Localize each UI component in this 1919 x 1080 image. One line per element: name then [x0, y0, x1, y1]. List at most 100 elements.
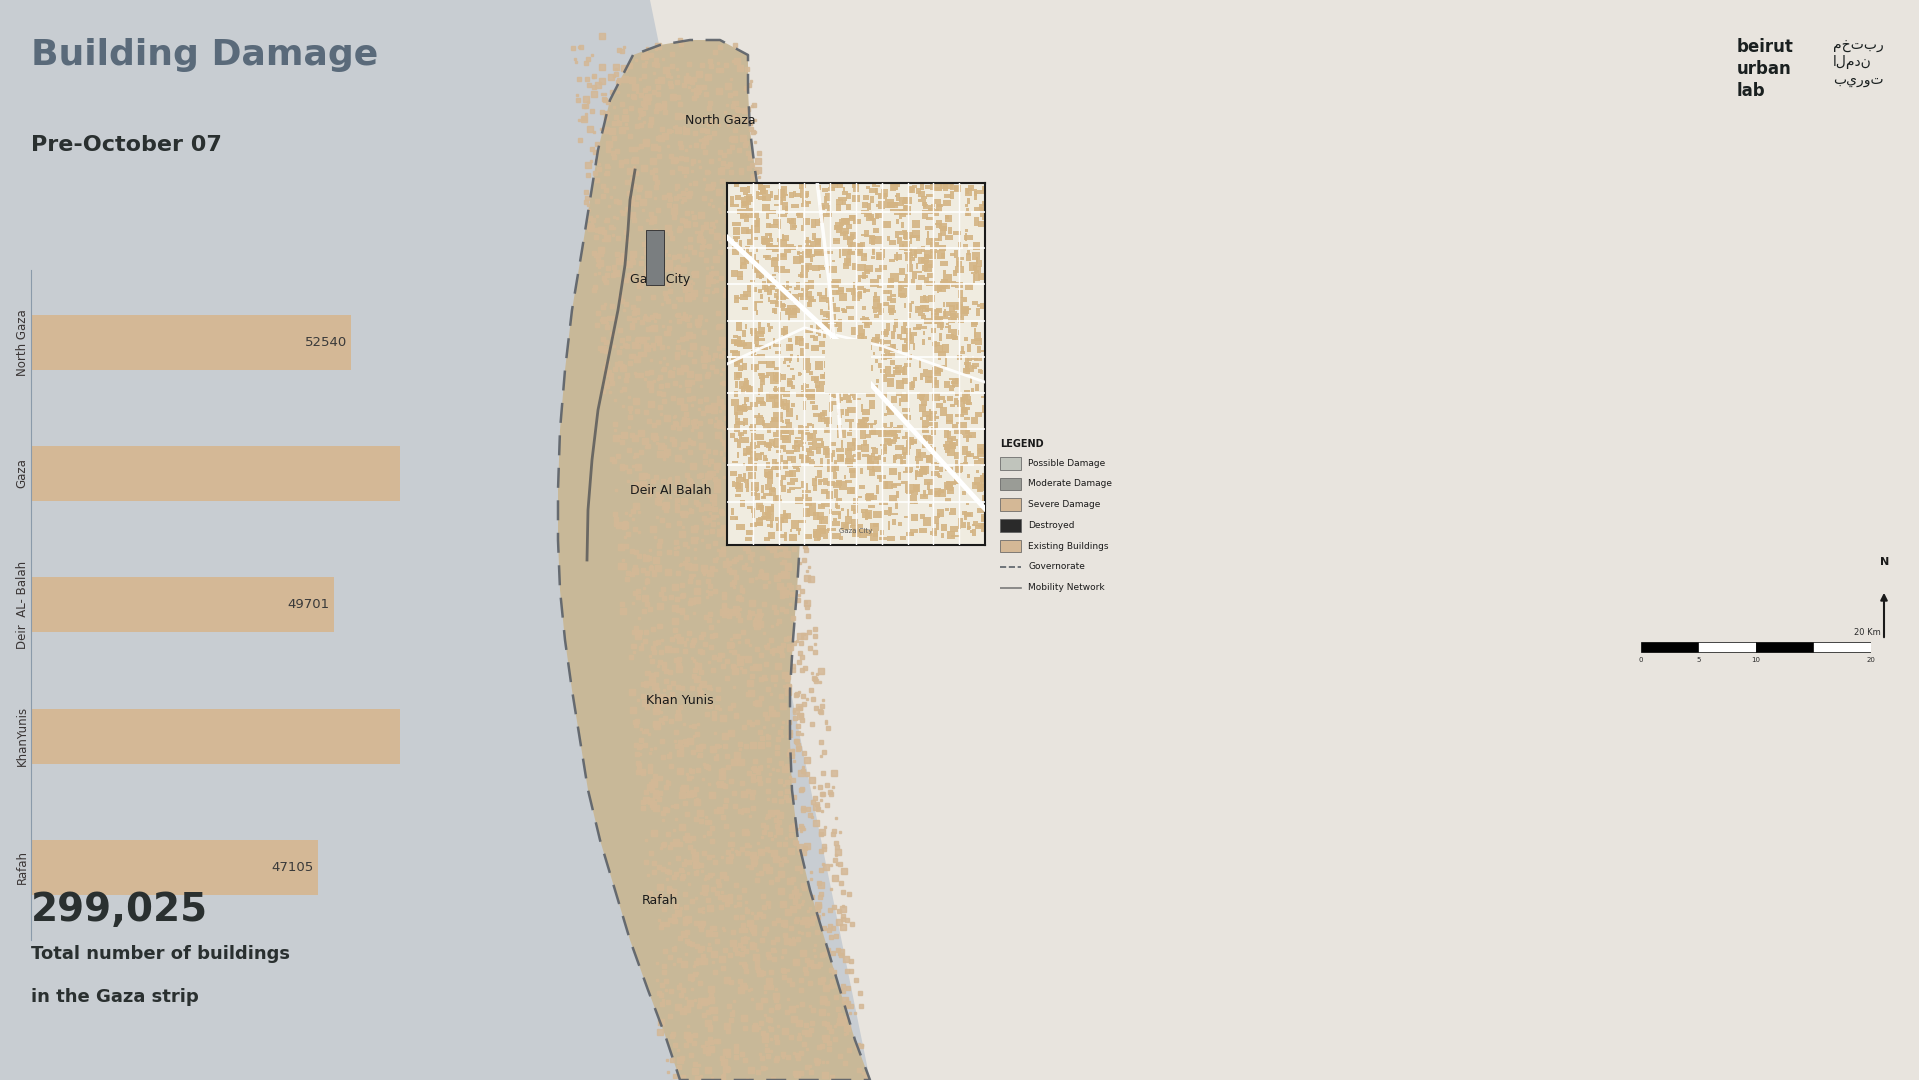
Bar [860, 430, 865, 438]
Bar [973, 366, 977, 369]
Bar [871, 339, 873, 345]
Bar [842, 201, 846, 204]
Bar [794, 497, 802, 504]
Bar [817, 470, 821, 477]
Bar [888, 353, 894, 359]
Bar [958, 302, 963, 309]
Bar [837, 372, 841, 375]
Bar [910, 496, 917, 504]
Bar [981, 473, 986, 480]
Bar [819, 215, 823, 219]
Bar [931, 239, 938, 242]
Bar [819, 459, 823, 468]
Bar [735, 413, 739, 420]
Bar [804, 240, 812, 243]
Bar [773, 219, 779, 225]
Bar [758, 322, 762, 328]
Bar [844, 458, 852, 461]
Bar [961, 409, 967, 415]
Bar [879, 303, 885, 306]
Bar [912, 531, 913, 536]
Bar [770, 289, 773, 293]
Bar [841, 522, 850, 530]
Bar [802, 251, 810, 255]
Bar [819, 528, 829, 534]
Bar [771, 459, 777, 467]
Bar [952, 381, 958, 384]
Bar [787, 313, 791, 321]
Bar [925, 262, 927, 270]
Bar [808, 443, 812, 445]
Bar [816, 447, 821, 454]
Bar [741, 262, 746, 266]
Bar [773, 345, 781, 347]
Bar [883, 340, 890, 345]
Bar [789, 192, 794, 199]
Bar [798, 293, 806, 297]
Bar [31, 446, 459, 501]
Bar [837, 409, 844, 415]
Bar [927, 255, 933, 258]
Bar [743, 201, 746, 206]
Bar [806, 393, 816, 400]
Bar [961, 446, 969, 455]
Bar [741, 343, 746, 347]
Bar [961, 491, 965, 495]
Bar [783, 391, 789, 397]
Bar [839, 513, 841, 518]
Bar [979, 447, 983, 454]
Bar [768, 323, 770, 326]
Bar [908, 381, 913, 391]
Bar [798, 252, 802, 254]
Bar [917, 246, 923, 254]
Bar [927, 217, 935, 220]
Bar [908, 187, 913, 191]
Bar [902, 408, 910, 411]
Bar [904, 414, 908, 419]
Bar [810, 335, 816, 338]
Bar [768, 243, 771, 249]
Bar [798, 444, 800, 448]
Text: Mobility Network: Mobility Network [1029, 583, 1105, 592]
Bar [737, 405, 743, 410]
Bar [729, 197, 735, 205]
Bar [969, 262, 977, 271]
Bar [768, 286, 771, 295]
Bar [750, 353, 754, 356]
Bar [910, 529, 917, 532]
Bar [948, 388, 954, 391]
Bar [956, 465, 963, 472]
Bar [973, 265, 977, 270]
Bar [879, 537, 883, 540]
Bar [750, 329, 758, 336]
Bar [812, 424, 814, 428]
Bar [766, 392, 770, 395]
Bar [825, 429, 827, 432]
Bar [885, 352, 892, 359]
Bar [800, 455, 808, 463]
Bar [745, 195, 752, 202]
Bar [785, 356, 793, 361]
Bar [879, 339, 885, 348]
Bar [946, 482, 954, 485]
Bar [798, 372, 802, 377]
Bar [888, 495, 898, 502]
Text: beirut
urban
lab: beirut urban lab [1737, 38, 1794, 100]
Bar [929, 422, 935, 426]
Bar [764, 375, 770, 378]
Bar [965, 357, 969, 362]
Bar [954, 186, 960, 191]
Bar [963, 362, 971, 365]
Bar [975, 217, 979, 226]
Bar [817, 512, 823, 521]
Bar [806, 383, 810, 388]
Bar [850, 327, 856, 335]
Bar [898, 397, 902, 406]
Bar [910, 443, 913, 445]
Bar [961, 392, 967, 401]
Bar [965, 207, 969, 216]
Bar [764, 455, 768, 461]
Bar [750, 424, 756, 431]
Bar [783, 403, 789, 410]
Bar [902, 326, 906, 334]
